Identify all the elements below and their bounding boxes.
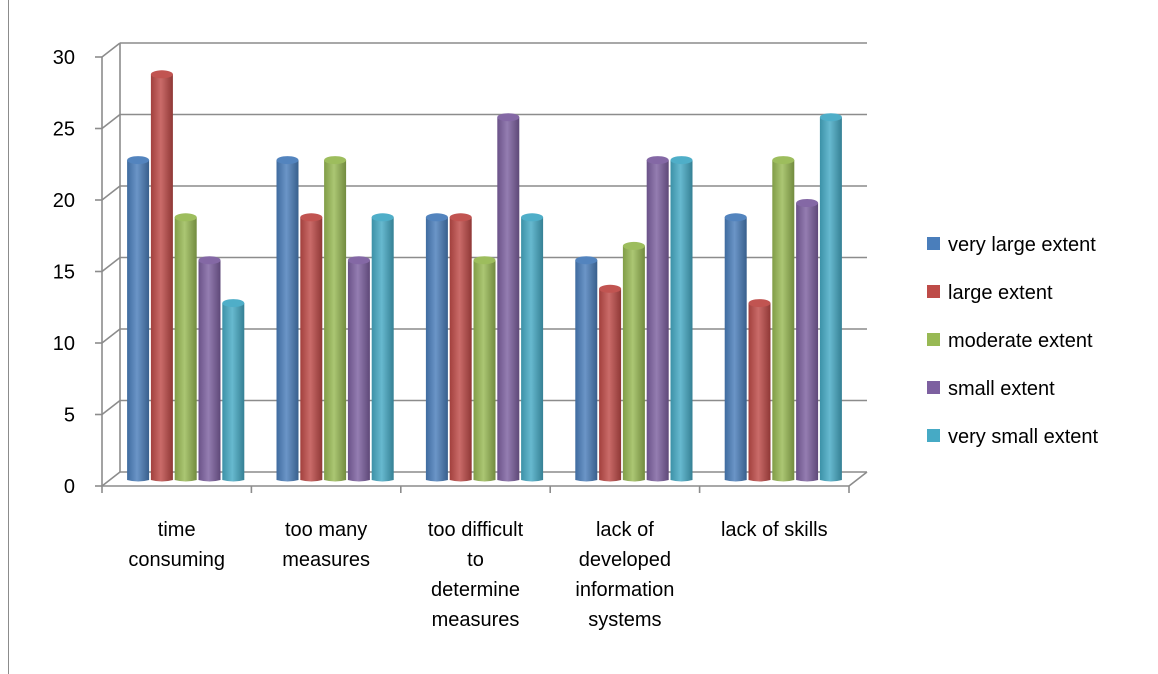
bar-moderate-extent-3 [622, 241, 645, 482]
y-tick-label: 15 [53, 262, 75, 284]
bar-very-large-extent-1 [276, 156, 299, 482]
legend-swatch [927, 333, 940, 346]
bar-very-large-extent-0 [127, 156, 150, 482]
category-label: lack of skills [721, 519, 828, 541]
gridline-side [101, 185, 121, 201]
legend-label: large extent [948, 282, 1053, 304]
category-label: consuming [128, 549, 225, 571]
legend-label: moderate extent [948, 330, 1093, 352]
bar-moderate-extent-4 [772, 156, 795, 482]
bar-moderate-extent-2 [473, 256, 496, 482]
bar-chart: 0 5 10 15 20 25 30 time consuming too many measur… [53, 42, 1098, 631]
category-label: developed [579, 549, 671, 571]
category-labels: time consuming too many measures too difficu… [128, 519, 827, 631]
legend-item: large extent [927, 282, 1053, 304]
bar-small-extent-3 [646, 156, 669, 482]
legend-swatch [927, 285, 940, 298]
legend-item: very small extent [927, 426, 1098, 448]
gridline-side [101, 113, 121, 130]
category-label: lack of [596, 519, 654, 541]
legend-swatch [927, 429, 940, 442]
bar-very-small-extent-2 [521, 213, 544, 482]
legend-label: small extent [948, 378, 1055, 400]
category-label: too many [285, 519, 367, 541]
legend-label: very small extent [948, 426, 1098, 448]
category-label: measures [432, 609, 520, 631]
bar-very-large-extent-4 [724, 213, 747, 482]
category-label: measures [282, 549, 370, 571]
bar-large-extent-1 [300, 213, 323, 482]
y-tick-label: 20 [53, 190, 75, 212]
gridline-side [101, 471, 121, 487]
y-tick-labels: 0 5 10 15 20 25 30 [53, 47, 75, 498]
legend-item: moderate extent [927, 330, 1093, 352]
legend-swatch [927, 237, 940, 250]
legend-item: very large extent [927, 234, 1096, 256]
bar-large-extent-0 [150, 70, 173, 482]
bar-very-large-extent-2 [425, 213, 448, 482]
y-tick-label: 5 [64, 405, 75, 427]
bar-moderate-extent-0 [174, 213, 197, 482]
legend: very large extent large extent moderate ex… [927, 234, 1098, 448]
gridline-side [101, 399, 121, 416]
y-tick-label: 10 [53, 333, 75, 355]
bar-small-extent-4 [796, 199, 819, 482]
bar-very-large-extent-3 [575, 256, 598, 482]
bar-large-extent-3 [599, 284, 622, 482]
bar-small-extent-1 [347, 256, 370, 482]
bar-large-extent-4 [748, 299, 771, 482]
axes [95, 43, 850, 493]
legend-swatch [927, 381, 940, 394]
category-label: to [467, 549, 484, 571]
bar-very-small-extent-1 [371, 213, 394, 482]
bar-very-small-extent-3 [670, 156, 693, 482]
y-tick-label: 0 [64, 476, 75, 498]
legend-label: very large extent [948, 234, 1096, 256]
bar-moderate-extent-1 [324, 156, 347, 482]
bar-small-extent-0 [198, 256, 221, 482]
legend-item: small extent [927, 378, 1055, 400]
gridline-side [101, 42, 121, 58]
bar-very-small-extent-4 [819, 113, 842, 482]
bars [127, 70, 842, 482]
category-label: too difficult [428, 519, 524, 541]
category-label: time [158, 519, 196, 541]
y-tick-label: 30 [53, 47, 75, 69]
category-label: determine [431, 579, 520, 601]
bar-small-extent-2 [497, 113, 520, 482]
gridline-side [101, 328, 121, 344]
category-label: information [575, 579, 674, 601]
chart-frame: 0 5 10 15 20 25 30 time consuming too many measur… [8, 0, 1158, 674]
category-label: systems [588, 609, 661, 631]
bar-large-extent-2 [449, 213, 472, 482]
floor-edge [848, 471, 868, 487]
bar-very-small-extent-0 [222, 299, 245, 482]
y-tick-label: 25 [53, 119, 75, 141]
gridline-side [101, 256, 121, 273]
